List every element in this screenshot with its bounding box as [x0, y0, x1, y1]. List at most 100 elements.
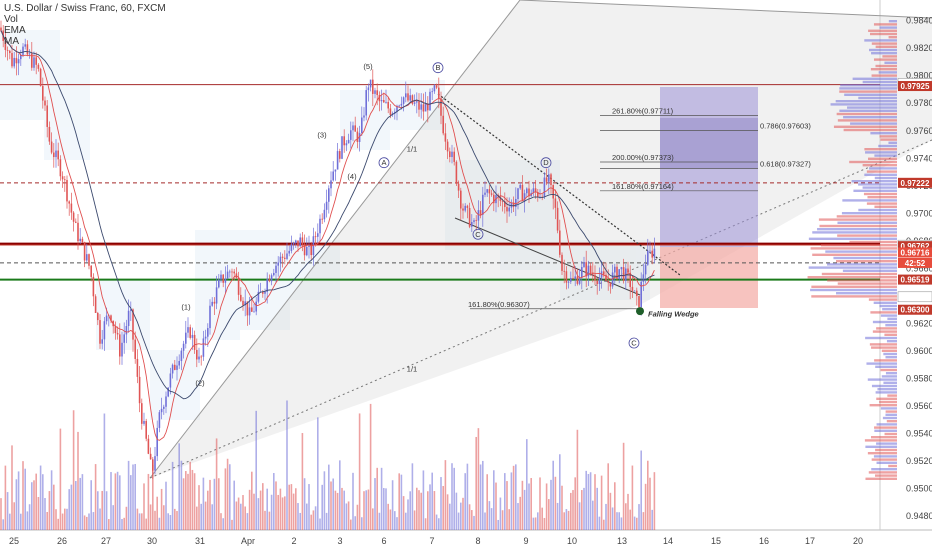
profile-bar [858, 183, 897, 186]
candle-body [119, 334, 121, 357]
candle-body [429, 91, 431, 111]
candle-body [647, 250, 649, 265]
falling-wedge-lower [454, 217, 641, 296]
volume-bar [653, 472, 656, 530]
candle [22, 43, 24, 58]
volume-bar [589, 472, 592, 530]
profile-bar [869, 404, 897, 407]
candle-body [246, 301, 249, 316]
profile-bar [836, 215, 897, 218]
candle-body [424, 103, 427, 112]
volume-bar [418, 490, 420, 530]
candle-body [453, 151, 455, 162]
volume-bar [475, 436, 477, 530]
volume-bar [336, 492, 339, 530]
volume-bar [235, 501, 238, 530]
candle [629, 265, 631, 300]
profile-bar [836, 260, 897, 263]
profile-bar [879, 135, 897, 138]
candle-body [466, 205, 469, 208]
candle [81, 236, 84, 243]
volume-bar [497, 519, 499, 530]
candle [59, 155, 62, 181]
candle-body [143, 420, 145, 424]
candle-body [460, 190, 462, 209]
wave-circle-label-4: C [631, 339, 637, 348]
profile-bar [871, 468, 897, 471]
profile-bar [837, 221, 897, 224]
volume-bar [160, 488, 163, 530]
x-tick-label-4: 31 [195, 536, 205, 546]
symbol-title[interactable]: U.S. Dollar / Swiss Franc, 60, FXCM [4, 3, 166, 14]
volume-bar [75, 481, 77, 530]
profile-bar [874, 154, 897, 157]
wave-circle-0 [432, 62, 444, 74]
volume-bar [6, 492, 9, 530]
candle-body [79, 238, 81, 242]
candle [99, 314, 101, 349]
candle-body [275, 265, 277, 273]
volume-bar [196, 506, 198, 530]
candle [418, 93, 420, 117]
candle [622, 258, 625, 284]
candle-body [343, 136, 345, 146]
profile-bar [873, 58, 897, 61]
profile-bar [876, 461, 897, 464]
candle-body [154, 456, 156, 471]
candle-body [149, 453, 152, 460]
candle [457, 180, 460, 198]
wedge-upper-line [149, 0, 521, 479]
volume-bar [400, 474, 403, 530]
volume-bar [352, 472, 354, 530]
ema-indicator-label[interactable]: EMA [4, 25, 26, 36]
profile-bar [875, 391, 897, 394]
wave-label-6: 1/1 [407, 365, 417, 374]
volume-bar [92, 512, 95, 530]
candle [134, 331, 136, 364]
candle [378, 91, 381, 112]
volume-bar [383, 488, 385, 530]
candle [286, 242, 288, 261]
candle-body [17, 59, 20, 64]
candle-body [642, 274, 645, 282]
price-tag-bg [898, 274, 932, 285]
candle-body [356, 131, 359, 142]
candle [9, 49, 11, 60]
profile-bar [883, 381, 897, 384]
candle-body [22, 46, 24, 55]
volume-bar [347, 501, 350, 530]
profile-bar [880, 407, 897, 410]
volume-indicator-label[interactable]: Vol [4, 14, 18, 25]
target-box-purple-inner [660, 118, 758, 168]
candle [196, 338, 198, 368]
volume-bar [154, 510, 156, 530]
candle-body [310, 245, 312, 256]
candle-body [352, 125, 354, 131]
candle [123, 322, 125, 354]
candle-body [48, 126, 51, 142]
candle-body [587, 265, 590, 277]
volume-bar [563, 512, 565, 530]
candle-body [620, 267, 623, 270]
candle-body [559, 230, 561, 255]
candle-body [4, 40, 7, 50]
candle-body [11, 53, 13, 67]
volume-bar [389, 509, 392, 530]
candle-body [636, 290, 638, 297]
candle-body [191, 334, 194, 338]
candle [486, 188, 488, 197]
candle [163, 404, 165, 415]
volume-bar [486, 474, 488, 530]
profile-bar [876, 423, 897, 426]
candle [264, 288, 266, 300]
candle [409, 88, 411, 104]
candle-body [374, 90, 376, 94]
candle-body [88, 254, 90, 266]
candle-body [251, 307, 253, 312]
volume-bar [28, 504, 31, 530]
candle-body [57, 150, 59, 160]
volume-bar [121, 519, 123, 530]
ma-indicator-label[interactable]: MA [4, 36, 19, 47]
candle-body [59, 159, 62, 177]
